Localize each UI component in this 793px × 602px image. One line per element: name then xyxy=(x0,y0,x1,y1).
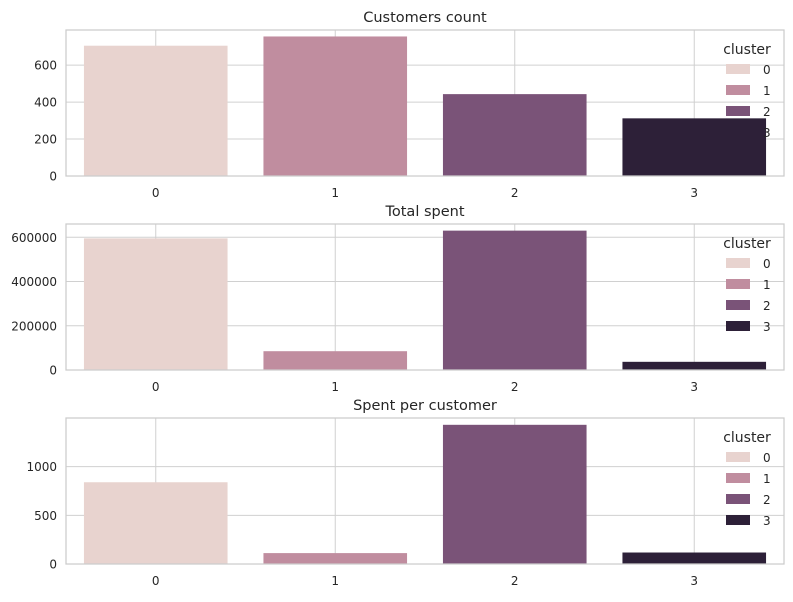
legend-label-0: 0 xyxy=(763,257,771,271)
bar-cluster-0 xyxy=(83,238,228,370)
legend-title: cluster xyxy=(723,430,771,446)
legend-swatch-1 xyxy=(726,473,750,483)
legend-label-0: 0 xyxy=(763,451,771,465)
subplot-2: 0 500 1000 0 1 2 3 Spent per customer cluster 0 1 2… xyxy=(26,398,785,588)
x-tick-label: 1 xyxy=(331,186,339,200)
bar-cluster-3 xyxy=(622,552,767,564)
y-tick-label: 0 xyxy=(49,364,57,378)
bar-cluster-2 xyxy=(442,94,587,176)
y-tick-label: 500 xyxy=(34,509,57,523)
x-tick-label: 0 xyxy=(152,574,160,588)
legend-label-3: 3 xyxy=(763,514,771,528)
legend-swatch-2 xyxy=(726,300,750,310)
y-tick-label: 0 xyxy=(49,170,57,184)
legend-swatch-2 xyxy=(726,494,750,504)
legend-swatch-0 xyxy=(726,258,750,268)
y-tick-label: 600000 xyxy=(11,231,57,245)
y-tick-label: 1000 xyxy=(26,460,57,474)
legend-swatch-3 xyxy=(726,321,750,331)
x-tick-label: 1 xyxy=(331,574,339,588)
legend-swatch-2 xyxy=(726,106,750,116)
y-tick-label: 200000 xyxy=(11,319,57,333)
bar-cluster-2 xyxy=(442,230,587,370)
legend-label-1: 1 xyxy=(763,84,771,98)
legend-label-2: 2 xyxy=(763,493,771,507)
y-tick-label: 200 xyxy=(34,133,57,147)
x-tick-label: 3 xyxy=(690,574,698,588)
x-tick-label: 2 xyxy=(511,380,519,394)
legend-swatch-3 xyxy=(726,515,750,525)
chart-title: Total spent xyxy=(384,204,464,220)
legend-swatch-0 xyxy=(726,452,750,462)
bar-cluster-3 xyxy=(622,361,767,370)
legend-label-2: 2 xyxy=(763,105,771,119)
x-tick-label: 0 xyxy=(152,186,160,200)
bar-cluster-1 xyxy=(263,36,408,176)
bar-cluster-1 xyxy=(263,553,408,564)
legend-swatch-1 xyxy=(726,85,750,95)
bar-cluster-2 xyxy=(442,424,587,564)
legend-title: cluster xyxy=(723,42,771,58)
x-tick-label: 1 xyxy=(331,380,339,394)
x-tick-label: 3 xyxy=(690,186,698,200)
bar-cluster-1 xyxy=(263,351,408,370)
y-tick-label: 0 xyxy=(49,558,57,572)
y-tick-label: 400 xyxy=(34,96,57,110)
y-tick-label: 400000 xyxy=(11,275,57,289)
x-tick-label: 2 xyxy=(511,574,519,588)
y-tick-label: 600 xyxy=(34,59,57,73)
legend: cluster 0 1 2 3 xyxy=(723,430,771,528)
subplot-1: 0 200000 400000 600000 0 1 2 3 Total spent cluste… xyxy=(11,204,785,394)
x-tick-label: 3 xyxy=(690,380,698,394)
legend-label-3: 3 xyxy=(763,320,771,334)
legend-label-1: 1 xyxy=(763,278,771,292)
legend-label-2: 2 xyxy=(763,299,771,313)
legend-swatch-1 xyxy=(726,279,750,289)
legend-swatch-0 xyxy=(726,64,750,74)
bar-cluster-3 xyxy=(622,118,767,176)
legend: cluster 0 1 2 3 xyxy=(723,236,771,334)
axes-frame xyxy=(65,223,785,371)
legend-label-0: 0 xyxy=(763,63,771,77)
chart-title: Spent per customer xyxy=(353,398,497,414)
bar-cluster-0 xyxy=(83,45,228,176)
x-tick-label: 0 xyxy=(152,380,160,394)
axes-frame xyxy=(65,417,785,565)
x-tick-label: 2 xyxy=(511,186,519,200)
subplot-0: 0 200 400 600 0 1 2 3 Customers count cluster 0 1 2 3 xyxy=(34,10,785,200)
bar-cluster-0 xyxy=(83,482,228,564)
chart-title: Customers count xyxy=(363,10,487,26)
legend-swatch-3 xyxy=(726,127,750,137)
legend-title: cluster xyxy=(723,236,771,252)
axes-frame xyxy=(65,29,785,177)
legend: cluster 0 1 2 3 xyxy=(723,42,771,140)
legend-label-1: 1 xyxy=(763,472,771,486)
legend-label-3: 3 xyxy=(763,126,771,140)
